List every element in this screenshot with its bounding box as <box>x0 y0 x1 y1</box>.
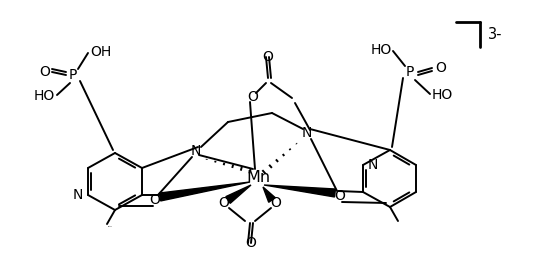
Text: HO: HO <box>432 88 453 102</box>
Text: O: O <box>263 50 273 64</box>
Text: HO: HO <box>371 43 392 57</box>
Polygon shape <box>264 185 336 197</box>
Text: O: O <box>150 193 160 207</box>
Text: methyl: methyl <box>108 225 113 227</box>
Text: Mn: Mn <box>246 170 270 185</box>
Text: O: O <box>219 196 229 210</box>
Text: O: O <box>271 196 281 210</box>
Text: O: O <box>39 65 50 79</box>
Text: O: O <box>334 189 345 203</box>
Text: O: O <box>245 236 256 250</box>
Text: N: N <box>72 188 83 202</box>
Text: OH: OH <box>90 45 111 59</box>
Polygon shape <box>226 185 251 203</box>
Text: N: N <box>302 126 312 140</box>
Text: N: N <box>368 158 378 172</box>
Text: HO: HO <box>34 89 55 103</box>
Text: O: O <box>435 61 446 75</box>
Text: P: P <box>406 65 414 79</box>
Polygon shape <box>263 187 276 202</box>
Text: O: O <box>248 90 258 104</box>
Text: P: P <box>69 68 77 82</box>
Text: N: N <box>191 144 201 158</box>
Text: 3-: 3- <box>488 27 502 42</box>
Polygon shape <box>159 182 250 201</box>
